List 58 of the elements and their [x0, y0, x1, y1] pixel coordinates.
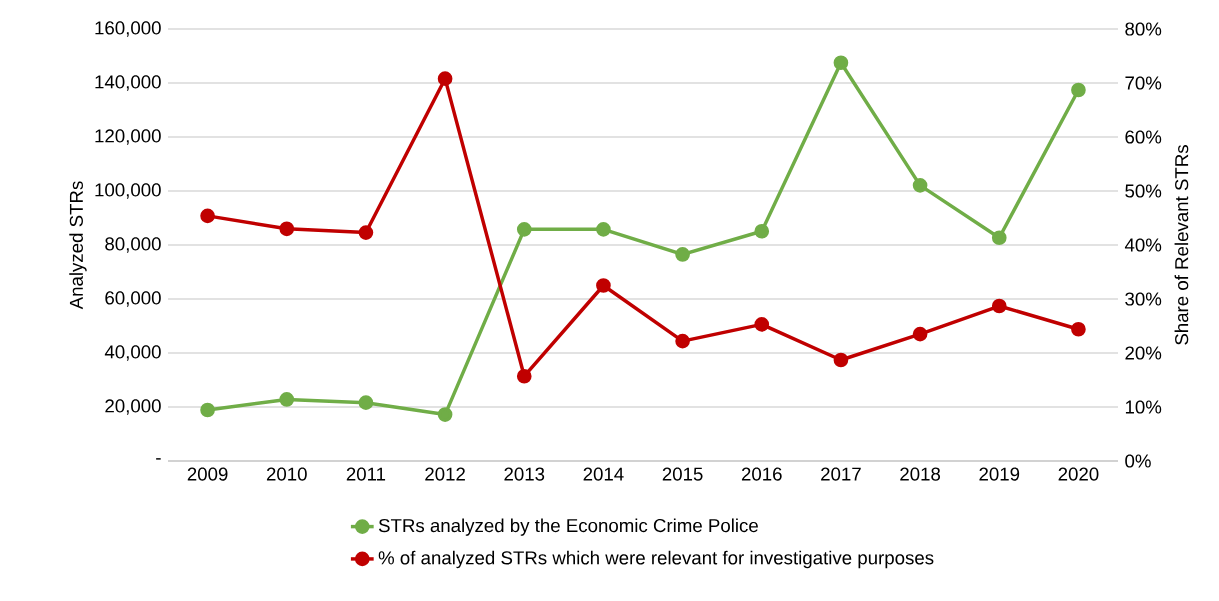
x-tick-label: 2010 [266, 467, 307, 481]
x-tick-label: 2013 [504, 467, 545, 481]
point [279, 221, 295, 237]
point [358, 395, 374, 411]
point [1071, 321, 1086, 337]
point [200, 402, 215, 418]
point [912, 326, 928, 342]
point [991, 298, 1007, 314]
point [358, 225, 374, 240]
point [516, 368, 532, 384]
x-tick-label: 2015 [662, 467, 703, 481]
point [833, 55, 849, 71]
point [675, 333, 690, 349]
y-tick-label: 120,000 [95, 129, 161, 145]
y2-tick-label: 70% [1125, 76, 1162, 90]
point [596, 222, 611, 237]
y-tick-label: 80,000 [105, 237, 161, 253]
y-tick-label: 100,000 [95, 183, 161, 199]
legend-label: % of analyzed STRs which were relevant for investigative purposes [378, 550, 934, 569]
x-tick-label: 2020 [1058, 467, 1099, 481]
x-tick-label: 2019 [979, 467, 1020, 481]
y-tick-label: 160,000 [95, 21, 161, 37]
x-tick-label: 2016 [741, 467, 782, 481]
legend-label: STRs analyzed by the Economic Crime Police [378, 518, 758, 536]
x-tick-label: 2018 [900, 467, 941, 481]
point [200, 208, 215, 224]
point [279, 392, 295, 407]
point [437, 71, 453, 87]
y-tick-label: 40,000 [104, 345, 161, 361]
y2-tick-label: 80% [1125, 22, 1162, 36]
y2-tick-label: 40% [1124, 238, 1162, 252]
point [1071, 82, 1086, 98]
x-tick-label: 2009 [187, 467, 228, 481]
point [596, 278, 611, 293]
y2-tick-label: 60% [1125, 130, 1162, 144]
y-tick-label: - [156, 458, 161, 460]
point [754, 317, 770, 332]
y2-tick-label: 20% [1125, 346, 1162, 360]
x-tick-label: 2012 [425, 467, 465, 481]
point [675, 247, 690, 262]
y-axis-title: Analyzed STRs [69, 181, 87, 310]
x-tick-label: 2011 [346, 467, 386, 481]
point [833, 352, 849, 368]
point [754, 223, 770, 239]
y2-tick-label: 50% [1125, 184, 1162, 198]
y2-axis-title: Share of Relevant STRs [1174, 145, 1189, 345]
y-tick-label: 60,000 [105, 291, 161, 307]
x-tick-label: 2014 [583, 467, 624, 481]
y-tick-label: 20,000 [105, 399, 161, 415]
point [516, 222, 532, 237]
y2-tick-label: 0% [1125, 454, 1151, 468]
point [912, 177, 928, 193]
point [437, 407, 453, 422]
point [991, 230, 1007, 246]
y2-tick-label: 10% [1125, 400, 1162, 414]
y2-tick-label: 30% [1125, 292, 1162, 306]
x-tick-label: 2017 [821, 467, 861, 481]
y-tick-label: 140,000 [95, 75, 161, 91]
